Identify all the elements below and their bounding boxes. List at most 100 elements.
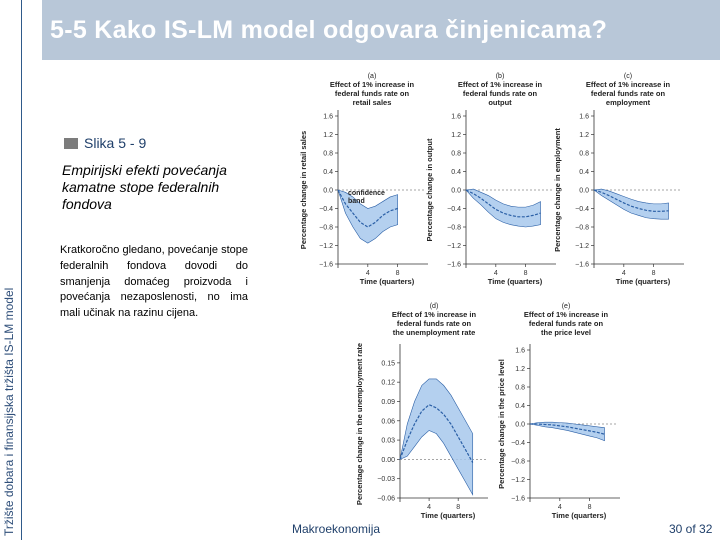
y-tick-label: 0.0	[579, 188, 589, 195]
y-tick-label: 0.4	[323, 169, 333, 176]
chart-title-line: Effect of 1% increase in	[392, 310, 477, 319]
x-tick-label: 8	[524, 270, 528, 277]
chart-title-line: Effect of 1% increase in	[524, 310, 609, 319]
y-tick-label: 0.8	[451, 151, 461, 158]
y-tick-label: 0.15	[381, 360, 395, 367]
y-tick-label: −1.6	[447, 262, 461, 269]
y-tick-label: 1.6	[579, 114, 589, 121]
chart-title-line: employment	[606, 98, 651, 107]
y-tick-label: −1.6	[511, 496, 525, 503]
y-tick-label: −0.8	[319, 225, 333, 232]
x-axis-label: Time (quarters)	[488, 277, 543, 286]
y-tick-label: 0.06	[381, 418, 395, 425]
x-tick-label: 4	[494, 270, 498, 277]
estimate-line	[337, 189, 398, 228]
y-axis-label: Percentage change in output	[425, 138, 434, 241]
annotation-text: band	[348, 198, 365, 205]
panel-letter: (c)	[624, 73, 632, 80]
y-tick-label: 0.00	[381, 457, 395, 464]
panel-letter: (b)	[496, 73, 505, 80]
x-tick-label: 8	[456, 504, 460, 511]
chart-title-line: Effect of 1% increase in	[330, 80, 415, 89]
y-tick-label: −1.2	[319, 243, 333, 250]
y-tick-label: −1.6	[319, 262, 333, 269]
y-tick-label: 0.0	[451, 188, 461, 195]
y-tick-label: 1.2	[451, 132, 461, 139]
y-axis-label: Percentage change in employment	[553, 128, 562, 252]
chart-title-line: federal funds rate on	[591, 89, 666, 98]
x-tick-label: 8	[588, 504, 592, 511]
chart-title-line: federal funds rate on	[397, 319, 472, 328]
chart-title-line: retail sales	[353, 98, 392, 107]
confidence-band	[399, 378, 474, 496]
panel-letter: (e)	[562, 303, 571, 310]
x-tick-label: 4	[558, 504, 562, 511]
y-axis-label: Percentage change in the price level	[497, 359, 506, 489]
estimate-line	[593, 189, 669, 212]
y-tick-label: 1.6	[451, 114, 461, 121]
x-axis-label: Time (quarters)	[360, 277, 415, 286]
y-tick-label: 1.6	[515, 348, 525, 355]
y-tick-label: −0.4	[575, 206, 589, 213]
y-axis-label: Percentage change in retail sales	[299, 131, 308, 249]
y-tick-label: 1.2	[515, 366, 525, 373]
chart-title-line: the unemployment rate	[393, 328, 476, 337]
y-tick-label: 0.0	[323, 188, 333, 195]
side-divider	[21, 0, 22, 540]
y-tick-label: −1.2	[575, 243, 589, 250]
y-tick-label: 0.4	[579, 169, 589, 176]
estimate-line	[465, 189, 541, 218]
figure-bullet-square	[64, 138, 78, 149]
x-tick-label: 4	[622, 270, 626, 277]
chart-title-line: output	[488, 98, 512, 107]
y-tick-label: −0.4	[319, 206, 333, 213]
y-tick-label: 1.6	[323, 114, 333, 121]
y-tick-label: 0.03	[381, 438, 395, 445]
footer-course: Makroekonomija	[292, 522, 381, 536]
y-tick-label: 0.8	[323, 151, 333, 158]
x-tick-label: 8	[652, 270, 656, 277]
y-tick-label: 1.2	[579, 132, 589, 139]
y-tick-label: −0.03	[377, 476, 395, 483]
confidence-band	[465, 188, 541, 228]
y-tick-label: −0.8	[575, 225, 589, 232]
header-band	[42, 0, 720, 60]
y-tick-label: −1.2	[511, 477, 525, 484]
y-tick-label: −0.4	[447, 206, 461, 213]
x-tick-label: 4	[427, 504, 431, 511]
y-tick-label: 0.09	[381, 399, 395, 406]
y-tick-label: 0.8	[515, 385, 525, 392]
x-axis-label: Time (quarters)	[421, 511, 476, 520]
chart-title-line: Effect of 1% increase in	[586, 80, 671, 89]
figure-caption: Empirijski efekti povećanja kamatne stop…	[62, 162, 227, 212]
x-axis-label: Time (quarters)	[552, 511, 607, 520]
panel-letter: (a)	[368, 73, 377, 80]
y-tick-label: −0.8	[447, 225, 461, 232]
slide-title: 5-5 Kako IS-LM model odgovara činjenicam…	[50, 16, 608, 44]
confidence-band	[529, 421, 605, 442]
chart-title-line: federal funds rate on	[529, 319, 604, 328]
side-label: Tržište dobara i finansijska tržišta IS-…	[2, 287, 16, 536]
figure-label: Slika 5 - 9	[84, 135, 147, 151]
chart-title-line: Effect of 1% increase in	[458, 80, 543, 89]
chart-title-line: the price level	[541, 328, 591, 337]
x-axis-label: Time (quarters)	[616, 277, 671, 286]
estimate-line	[399, 403, 474, 463]
y-tick-label: −0.06	[377, 496, 395, 503]
x-tick-label: 4	[366, 270, 370, 277]
y-tick-label: 0.4	[451, 169, 461, 176]
side-bar	[0, 0, 21, 540]
y-tick-label: 1.2	[323, 132, 333, 139]
y-tick-label: 0.0	[515, 422, 525, 429]
y-tick-label: −0.8	[511, 459, 525, 466]
y-tick-label: −0.4	[511, 440, 525, 447]
y-tick-label: 0.8	[579, 151, 589, 158]
y-tick-label: 0.4	[515, 403, 525, 410]
x-tick-label: 8	[396, 270, 400, 277]
y-tick-label: 0.12	[381, 380, 395, 387]
